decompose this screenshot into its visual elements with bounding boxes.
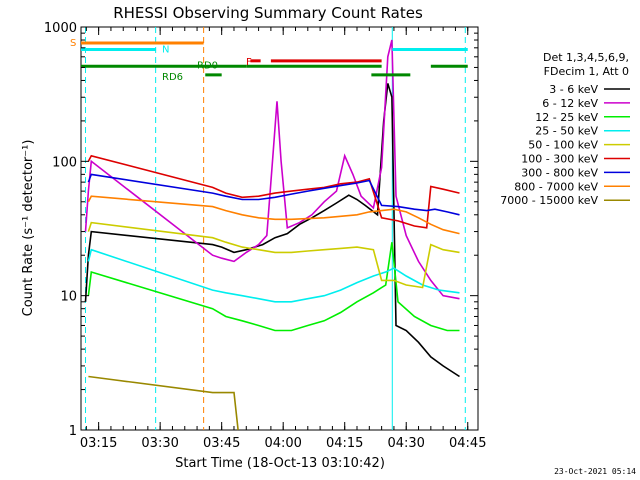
state-bar-label-1: N bbox=[162, 44, 169, 55]
series-line-8 bbox=[88, 375, 239, 431]
series-line-1 bbox=[84, 39, 460, 300]
x-axis-ticks: 03:15 03:30 03:45 04:00 04:15 04:30 04:45 bbox=[80, 27, 486, 451]
state-bar-label-3: RD0 bbox=[197, 60, 218, 71]
legend-label-3: 25 - 50 keV bbox=[535, 125, 598, 138]
legend-label-8: 7000 - 15000 keV bbox=[500, 194, 598, 207]
legend: Det 1,3,4,5,6,9,FDecim 1, Att 0 3 - 6 keV… bbox=[500, 51, 630, 207]
series-line-3 bbox=[87, 248, 460, 303]
x-tick-label-4: 04:15 bbox=[326, 436, 363, 451]
state-bar-label-2: F bbox=[246, 57, 252, 68]
legend-label-1: 6 - 12 keV bbox=[542, 97, 598, 110]
plot-frame bbox=[80, 26, 479, 431]
y-tick-label-3: 1000 bbox=[44, 21, 77, 36]
y-axis-ticks: 1 10 100 1000 bbox=[44, 21, 478, 439]
legend-header-0: Det 1,3,4,5,6,9, bbox=[543, 51, 629, 64]
legend-label-4: 50 - 100 keV bbox=[528, 139, 598, 152]
x-tick-label-6: 04:45 bbox=[449, 436, 486, 451]
legend-label-2: 12 - 25 keV bbox=[535, 111, 598, 124]
y-axis-label: Count Rate (s⁻¹ detector⁻¹) bbox=[21, 140, 36, 317]
legend-label-5: 100 - 300 keV bbox=[521, 153, 598, 166]
y-tick-label-1: 10 bbox=[60, 290, 77, 305]
series-lines bbox=[84, 39, 460, 431]
state-bar-label-4: RD6 bbox=[162, 72, 183, 83]
series-line-6 bbox=[87, 173, 460, 216]
vertical-markers bbox=[85, 27, 466, 430]
x-tick-label-1: 03:30 bbox=[141, 436, 178, 451]
legend-header-1: FDecim 1, Att 0 bbox=[544, 65, 629, 78]
footer-date: 23-Oct-2021 05:14 bbox=[554, 467, 636, 476]
series-line-5 bbox=[87, 154, 460, 229]
series-line-0 bbox=[84, 83, 460, 378]
x-axis-label: Start Time (18-Oct-13 03:10:42) bbox=[175, 456, 385, 471]
chart-title: RHESSI Observing Summary Count Rates bbox=[113, 4, 423, 22]
y-tick-label-0: 1 bbox=[69, 424, 77, 439]
x-tick-label-2: 03:45 bbox=[203, 436, 240, 451]
x-tick-label-0: 03:15 bbox=[80, 436, 117, 451]
x-tick-label-3: 04:00 bbox=[264, 436, 301, 451]
series-line-4 bbox=[87, 221, 460, 289]
state-bars: S N F RD0 RD6 bbox=[70, 38, 468, 83]
y-tick-label-2: 100 bbox=[52, 155, 77, 170]
series-line-7 bbox=[87, 195, 460, 235]
legend-label-0: 3 - 6 keV bbox=[549, 83, 598, 96]
series-line-2 bbox=[87, 242, 460, 332]
legend-label-7: 800 - 7000 keV bbox=[514, 180, 598, 193]
x-tick-label-5: 04:30 bbox=[387, 436, 424, 451]
state-bar-label-0: S bbox=[70, 38, 76, 49]
legend-label-6: 300 - 800 keV bbox=[521, 166, 598, 179]
